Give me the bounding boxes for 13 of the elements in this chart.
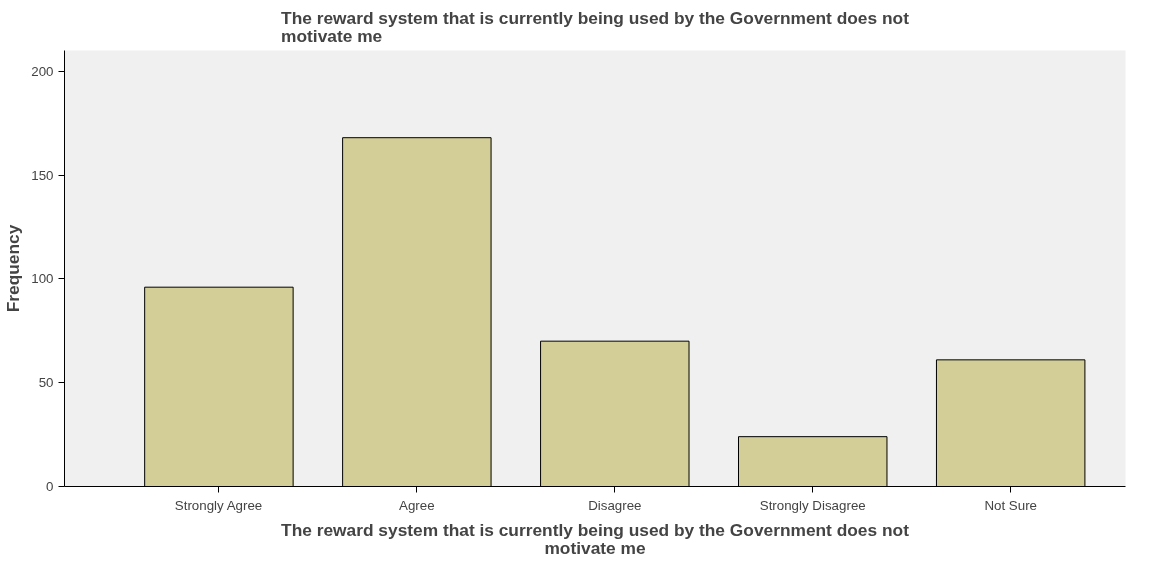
x-tick-label: Not Sure <box>984 497 1037 513</box>
y-axis-title: Frequency <box>3 224 24 313</box>
y-tick-label: 200 <box>31 63 54 79</box>
y-tick-label: 100 <box>31 271 54 287</box>
y-tick-label: 0 <box>46 479 54 494</box>
y-tick-label: 50 <box>38 375 54 391</box>
y-tick-label: 150 <box>31 167 54 183</box>
chart-title: The reward system that is currently being used by the Government does not motivate me <box>281 7 910 46</box>
x-tick-label: Agree <box>399 497 435 513</box>
x-tick-label: Strongly Agree <box>174 497 263 513</box>
x-axis-title: The reward system that is currently being used by the Government does not motivate me <box>281 519 910 558</box>
x-tick-label: Strongly Disagree <box>759 497 866 513</box>
x-tick-label: Disagree <box>588 497 642 513</box>
